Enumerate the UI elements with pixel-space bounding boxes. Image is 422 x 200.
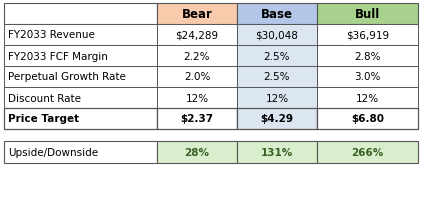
Bar [237, 46, 317, 67]
Bar [157, 108, 237, 129]
Text: Bear: Bear [181, 8, 212, 21]
Text: $6.80: $6.80 [351, 114, 384, 124]
Bar [237, 108, 317, 129]
Bar [4, 141, 157, 163]
Bar [237, 88, 317, 108]
Text: $4.29: $4.29 [260, 114, 293, 124]
Text: Discount Rate: Discount Rate [8, 93, 81, 103]
Text: 2.0%: 2.0% [184, 72, 210, 82]
Bar [157, 46, 237, 67]
Text: 266%: 266% [352, 147, 384, 157]
Bar [4, 67, 157, 88]
Text: 12%: 12% [265, 93, 289, 103]
Bar [237, 67, 317, 88]
Text: FY2033 FCF Margin: FY2033 FCF Margin [8, 51, 108, 61]
Text: $36,919: $36,919 [346, 30, 389, 40]
Bar [4, 46, 157, 67]
Text: $2.37: $2.37 [181, 114, 214, 124]
Bar [317, 88, 418, 108]
Text: $30,048: $30,048 [256, 30, 298, 40]
Text: 131%: 131% [261, 147, 293, 157]
Bar [317, 141, 418, 163]
Bar [317, 25, 418, 46]
Text: 3.0%: 3.0% [354, 72, 381, 82]
Text: Price Target: Price Target [8, 114, 79, 124]
Text: Perpetual Growth Rate: Perpetual Growth Rate [8, 72, 126, 82]
Bar [317, 108, 418, 129]
Text: 2.2%: 2.2% [184, 51, 210, 61]
Bar [4, 4, 157, 25]
Text: Bull: Bull [355, 8, 380, 21]
Text: 2.5%: 2.5% [264, 72, 290, 82]
Bar [317, 46, 418, 67]
Bar [317, 67, 418, 88]
Bar [317, 4, 418, 25]
Bar [157, 67, 237, 88]
Bar [157, 25, 237, 46]
Bar [237, 25, 317, 46]
Text: Upside/Downside: Upside/Downside [8, 147, 98, 157]
Text: 12%: 12% [356, 93, 379, 103]
Bar [157, 4, 237, 25]
Bar [157, 141, 237, 163]
Text: 2.5%: 2.5% [264, 51, 290, 61]
Text: $24,289: $24,289 [176, 30, 219, 40]
Bar [4, 88, 157, 108]
Text: Base: Base [261, 8, 293, 21]
Text: 28%: 28% [184, 147, 209, 157]
Bar [237, 4, 317, 25]
Bar [4, 25, 157, 46]
Text: 12%: 12% [185, 93, 208, 103]
Bar [4, 108, 157, 129]
Bar [237, 141, 317, 163]
Text: FY2033 Revenue: FY2033 Revenue [8, 30, 95, 40]
Text: 2.8%: 2.8% [354, 51, 381, 61]
Bar [157, 88, 237, 108]
